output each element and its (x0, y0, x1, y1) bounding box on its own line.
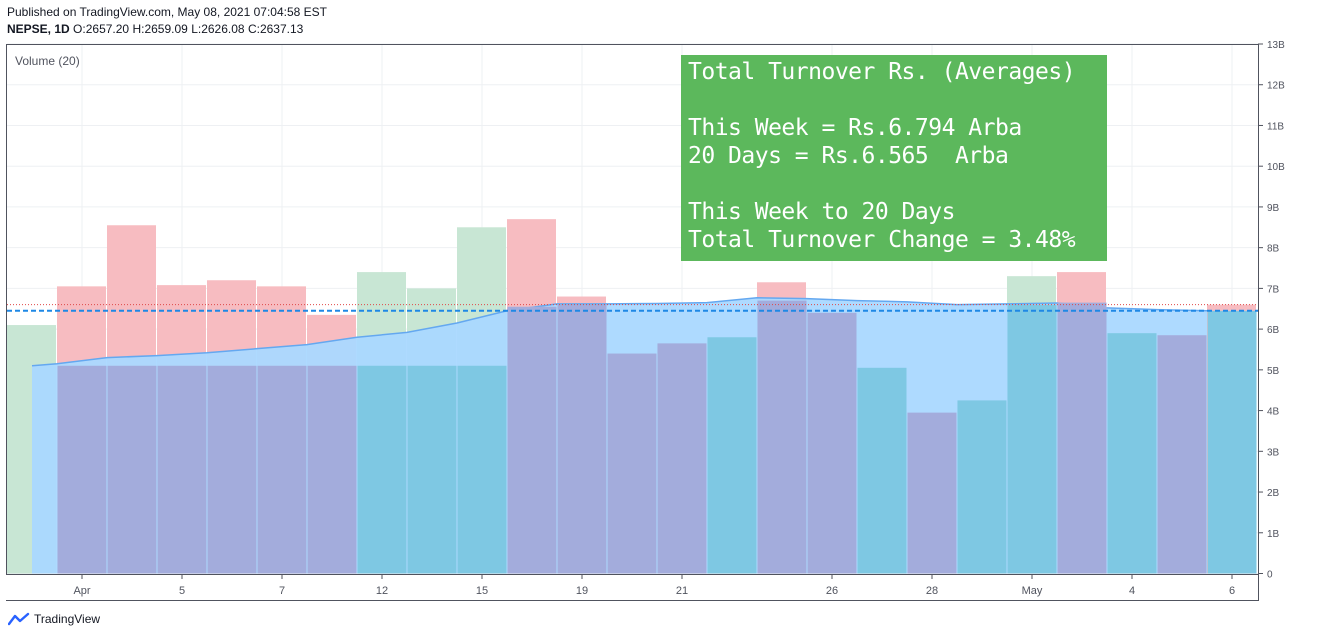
y-tick-label: 8B (1267, 244, 1280, 255)
turnover-bar (807, 312, 857, 574)
turnover-bar (907, 412, 957, 574)
turnover-bar (1057, 302, 1107, 574)
chart-title: Volume (20) (15, 54, 80, 68)
info-line-compare: This Week to 20 Days (688, 199, 955, 225)
close-label: C: (247, 22, 260, 36)
x-tick-label: 4 (1129, 585, 1135, 597)
footer-brand-label: TradingView (34, 612, 101, 626)
turnover-bar (57, 365, 107, 574)
x-tick-label: 26 (826, 585, 838, 597)
y-tick-label: 13B (1267, 40, 1285, 51)
low-label: L: (191, 22, 202, 36)
turnover-bar (1007, 304, 1057, 574)
turnover-bar (1107, 333, 1157, 574)
open-label: O: (73, 22, 86, 36)
y-tick-label: 5B (1267, 366, 1280, 377)
tradingview-logo-icon (8, 612, 30, 626)
published-info: Published on TradingView.com, May 08, 20… (7, 5, 327, 19)
turnover-bar (357, 365, 407, 574)
turnover-bar (457, 365, 507, 574)
info-line-week: This Week = Rs.6.794 Arba (688, 115, 1022, 141)
turnover-bar (557, 304, 607, 574)
turnover-info-box: Total Turnover Rs. (Averages) This Week … (681, 55, 1107, 261)
x-tick-label: 5 (179, 585, 185, 597)
turnover-bar (107, 365, 157, 574)
footer-brand[interactable]: TradingView (8, 612, 100, 626)
turnover-bar (157, 365, 207, 574)
info-line-change: Total Turnover Change = 3.48% (688, 227, 1076, 253)
turnover-bar (307, 365, 357, 574)
y-tick-label: 6B (1267, 325, 1280, 336)
y-tick-label: 9B (1267, 203, 1280, 214)
high-label: H: (132, 22, 145, 36)
turnover-bar (607, 353, 657, 574)
x-tick-label: 21 (676, 585, 688, 597)
x-tick-label: 6 (1229, 585, 1235, 597)
info-line-days: 20 Days = Rs.6.565 Arba (688, 143, 1009, 169)
y-tick-label: 12B (1267, 81, 1285, 92)
x-tick-label: Apr (73, 585, 90, 597)
y-tick-label: 4B (1267, 407, 1280, 418)
turnover-bar (507, 306, 557, 574)
time-axis[interactable]: Apr 5 7 12 15 19 21 26 28 May 4 6 (73, 574, 1235, 597)
y-tick-label: 2B (1267, 488, 1280, 499)
y-tick-label: 0 (1267, 570, 1273, 581)
x-tick-label: 28 (926, 585, 938, 597)
turnover-bar (707, 337, 757, 574)
info-line-title: Total Turnover Rs. (Averages) (688, 59, 1076, 85)
turnover-bar (657, 343, 707, 574)
x-tick-label: 7 (279, 585, 285, 597)
turnover-bar (1207, 310, 1257, 574)
symbol-label: NEPSE, 1D (7, 22, 70, 36)
y-tick-label: 1B (1267, 529, 1280, 540)
turnover-bar (957, 400, 1007, 574)
horizontal-lines (7, 304, 1258, 312)
close-value: 2637.13 (259, 22, 304, 36)
high-value: 2659.09 (144, 22, 188, 36)
y-tick-label: 7B (1267, 284, 1280, 295)
y-tick-label: 10B (1267, 162, 1285, 173)
y-tick-label: 3B (1267, 447, 1280, 458)
turnover-bar (757, 300, 807, 574)
turnover-bar (1157, 335, 1207, 574)
turnover-bar (207, 365, 257, 574)
y-tick-label: 11B (1267, 121, 1284, 132)
x-tick-label: 15 (476, 585, 488, 597)
turnover-bar (857, 367, 907, 574)
turnover-bar (257, 365, 307, 574)
moving-average-line (31, 297, 1208, 367)
open-value: 2657.20 (85, 22, 130, 36)
x-tick-label: 19 (576, 585, 588, 597)
turnover-bars (57, 300, 1257, 574)
x-tick-label: May (1022, 585, 1043, 597)
turnover-bar (407, 365, 457, 574)
low-value: 2626.08 (201, 22, 245, 36)
x-tick-label: 12 (376, 585, 388, 597)
ohlc-legend: NEPSE, 1D O:2657.20 H:2659.09 L:2626.08 … (7, 22, 303, 36)
price-axis[interactable]: 0 1B 2B 3B 4B 5B 6B 7B 8B 9B 10B 11B 12B 13B (1258, 40, 1285, 581)
